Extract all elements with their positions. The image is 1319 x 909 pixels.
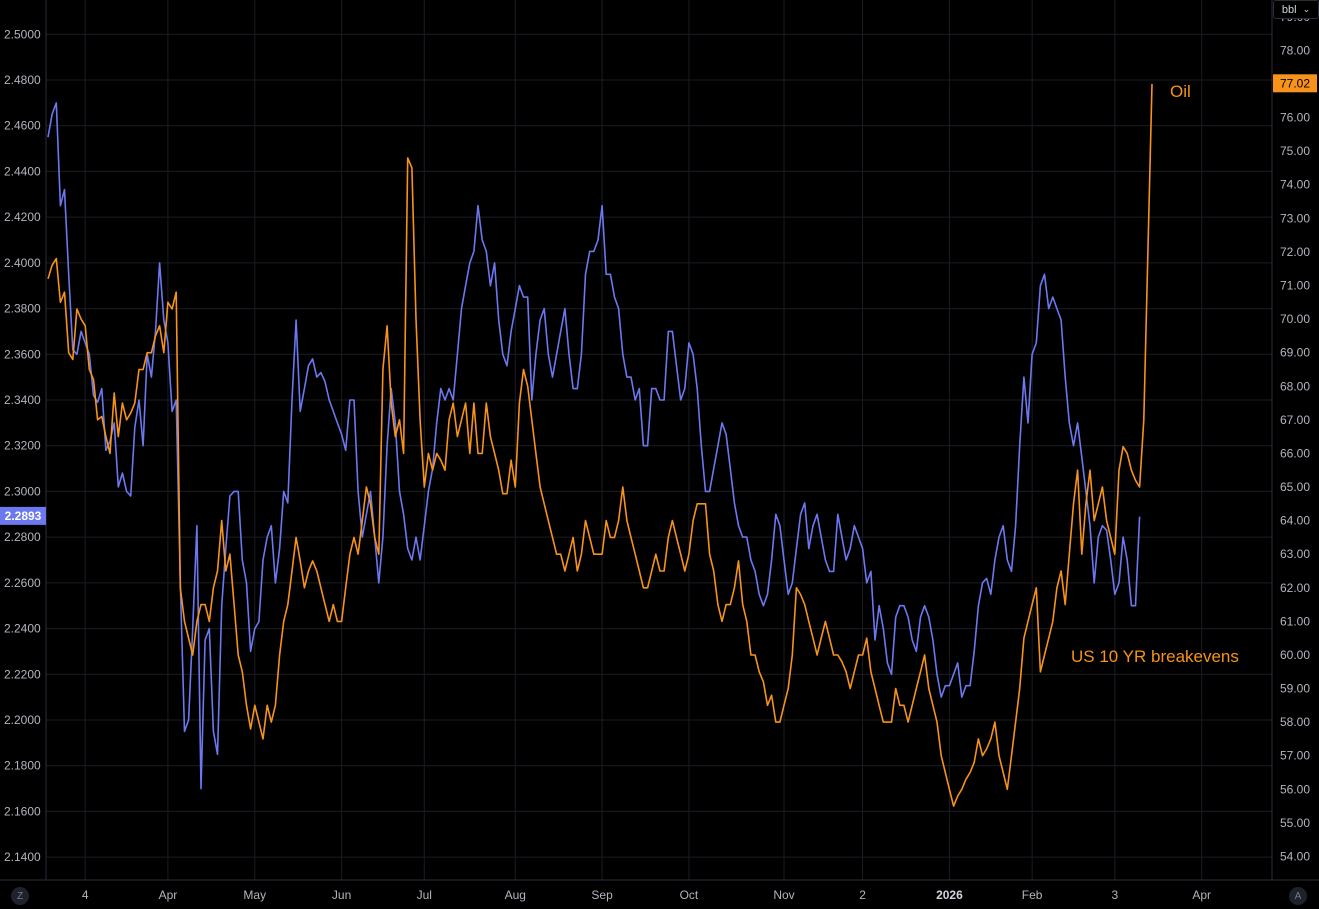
- left-tick-label: 2.5000: [4, 27, 41, 41]
- x-tick-label: 2026: [936, 888, 963, 902]
- unit-label: bbl: [1281, 3, 1297, 16]
- left-tick-label: 2.2800: [4, 530, 41, 544]
- chevron-down-icon: ⌄: [1302, 4, 1311, 14]
- right-tick-label: 67.00: [1280, 413, 1310, 427]
- x-axis: 4 Apr May Jun Jul Aug Sep Oct Nov 2 2026 Feb 3 Apr: [82, 888, 1211, 902]
- right-tick-label: 56.00: [1280, 782, 1310, 796]
- series-layer: [47, 83, 1153, 807]
- left-tick-label: 2.1600: [4, 804, 41, 818]
- left-tick-label: 2.4200: [4, 210, 41, 224]
- x-tick-label: 3: [1111, 888, 1118, 902]
- left-tick-label: 2.3400: [4, 393, 41, 407]
- x-tick-label: Apr: [159, 888, 178, 902]
- left-tick-label: 2.4800: [4, 73, 41, 87]
- right-tick-label: 58.00: [1280, 715, 1310, 729]
- right-tick-label: 64.00: [1280, 514, 1310, 528]
- left-axis: 2.5000 2.4800 2.4600 2.4400 2.4200 2.4000 2.38…: [4, 27, 41, 864]
- x-tick-label: 2: [859, 888, 866, 902]
- right-tick-label: 74.00: [1280, 178, 1310, 192]
- breakevens-series-line: [47, 102, 1141, 790]
- oil-series-line: [47, 83, 1153, 807]
- x-tick-label: Jun: [332, 888, 351, 902]
- right-tick-label: 71.00: [1280, 278, 1310, 292]
- unit-selector[interactable]: bbl ⌄: [1273, 0, 1319, 19]
- right-tick-label: 63.00: [1280, 547, 1310, 561]
- right-tick-label: 75.00: [1280, 144, 1310, 158]
- right-tick-label: 65.00: [1280, 480, 1310, 494]
- right-tick-label: 76.00: [1280, 111, 1310, 125]
- annotations: Oil US 10 YR breakevens: [1071, 82, 1239, 666]
- x-tick-label: Nov: [773, 888, 794, 902]
- x-tick-label: Aug: [505, 888, 526, 902]
- grid: [0, 0, 1319, 881]
- breakevens-last-value: 2.2893: [5, 509, 42, 523]
- left-tick-label: 2.3800: [4, 302, 41, 316]
- left-tick-label: 2.2400: [4, 622, 41, 636]
- breakevens-annotation: US 10 YR breakevens: [1071, 647, 1239, 666]
- left-tick-label: 2.2200: [4, 667, 41, 681]
- right-tick-label: 54.00: [1280, 849, 1310, 863]
- x-tick-label: Sep: [591, 888, 613, 902]
- right-tick-label: 57.00: [1280, 749, 1310, 763]
- left-tick-label: 2.1400: [4, 850, 41, 864]
- right-tick-label: 73.00: [1280, 211, 1310, 225]
- left-tick-label: 2.2000: [4, 713, 41, 727]
- left-tick-label: 2.3200: [4, 439, 41, 453]
- x-tick-label: Apr: [1192, 888, 1211, 902]
- x-tick-label: 4: [82, 888, 89, 902]
- right-tick-label: 69.00: [1280, 346, 1310, 360]
- right-tick-label: 78.00: [1280, 43, 1310, 57]
- auto-scale-button[interactable]: A: [1289, 887, 1307, 905]
- right-tick-label: 59.00: [1280, 682, 1310, 696]
- right-axis: 79.0078.0077.0076.0075.0074.0073.0072.00…: [1280, 10, 1310, 864]
- oil-last-value: 77.02: [1280, 76, 1310, 90]
- right-tick-label: 60.00: [1280, 648, 1310, 662]
- right-tick-label: 72.00: [1280, 245, 1310, 259]
- right-tick-label: 68.00: [1280, 379, 1310, 393]
- left-tick-label: 2.4400: [4, 164, 41, 178]
- last-value-badges: 2.2893 77.02: [0, 74, 1317, 525]
- left-tick-label: 2.4000: [4, 256, 41, 270]
- right-tick-label: 61.00: [1280, 614, 1310, 628]
- x-tick-label: Jul: [417, 888, 432, 902]
- left-tick-label: 2.4600: [4, 119, 41, 133]
- left-tick-label: 2.1800: [4, 759, 41, 773]
- right-tick-label: 66.00: [1280, 446, 1310, 460]
- x-tick-label: Oct: [680, 888, 699, 902]
- x-tick-label: Feb: [1022, 888, 1043, 902]
- left-tick-label: 2.3000: [4, 484, 41, 498]
- oil-annotation: Oil: [1170, 82, 1191, 101]
- right-tick-label: 62.00: [1280, 581, 1310, 595]
- left-tick-label: 2.3600: [4, 347, 41, 361]
- breakevens-last-value-badge: [0, 506, 46, 525]
- left-tick-label: 2.2600: [4, 576, 41, 590]
- zoom-reset-button[interactable]: Z: [11, 887, 29, 905]
- right-tick-label: 55.00: [1280, 816, 1310, 830]
- right-tick-label: 70.00: [1280, 312, 1310, 326]
- x-tick-label: May: [243, 888, 266, 902]
- oil-last-value-badge: [1273, 74, 1317, 93]
